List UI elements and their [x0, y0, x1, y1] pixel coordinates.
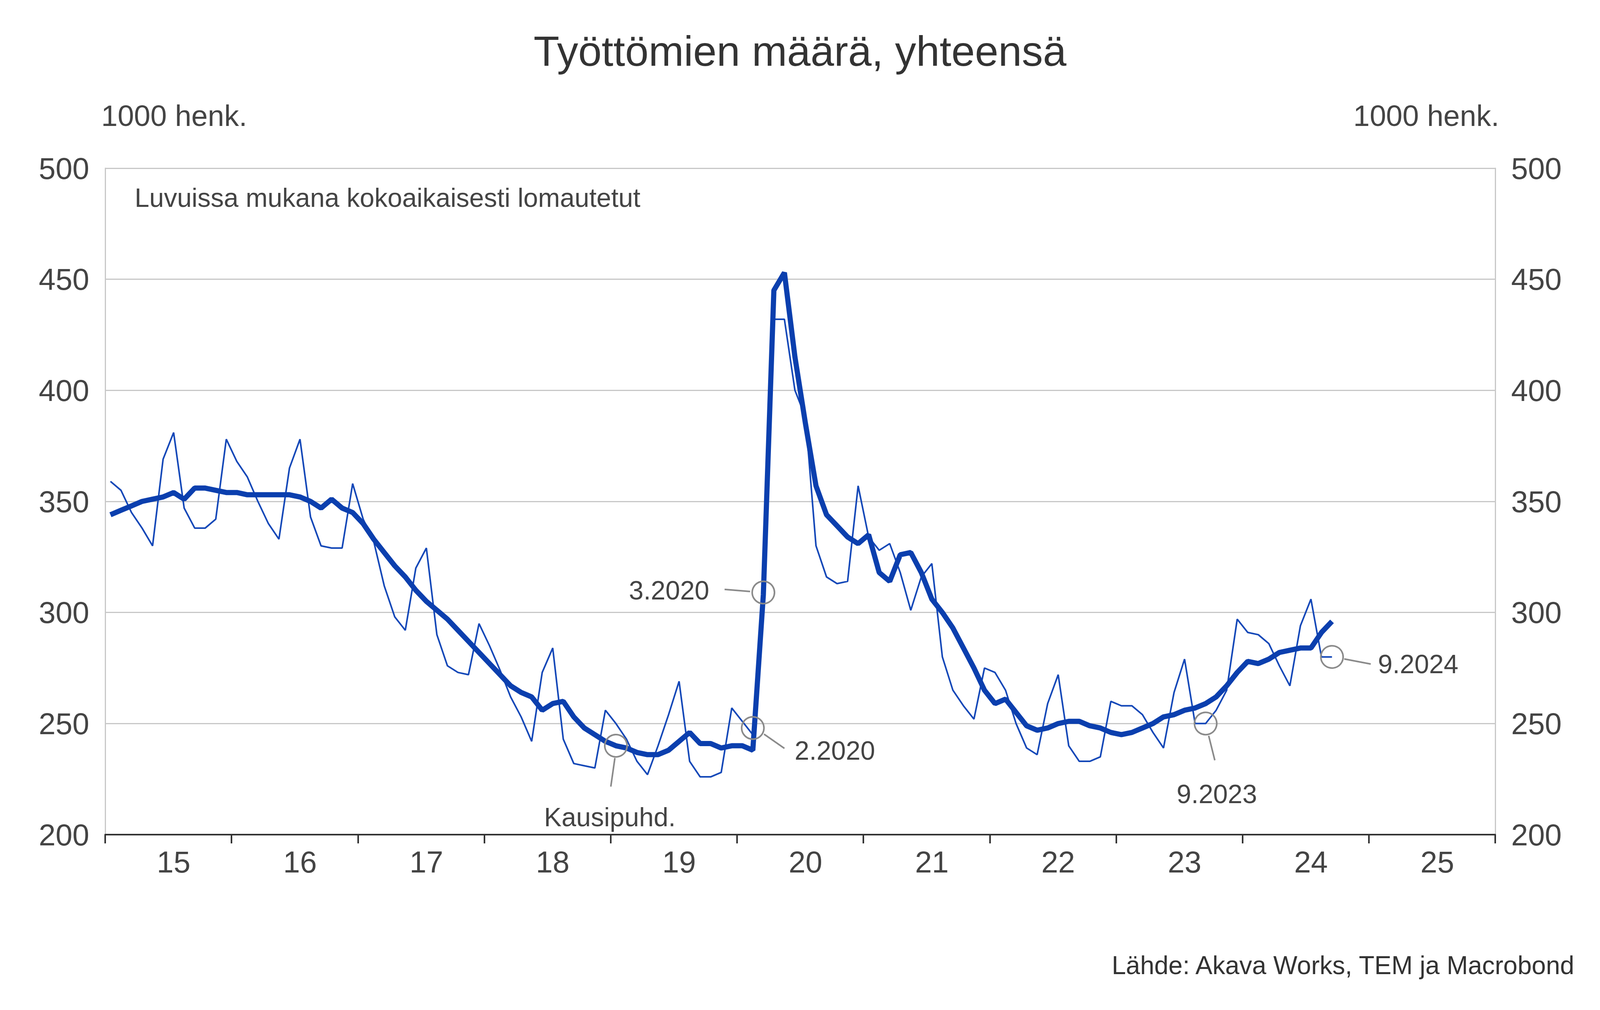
svg-text:Työttömien määrä, yhteensä: Työttömien määrä, yhteensä — [533, 27, 1067, 75]
svg-text:21: 21 — [915, 844, 950, 879]
svg-text:350: 350 — [1511, 484, 1562, 519]
svg-text:450: 450 — [1511, 262, 1562, 297]
svg-text:300: 300 — [38, 595, 90, 630]
svg-text:17: 17 — [409, 844, 444, 879]
svg-text:1000 henk.: 1000 henk. — [1353, 99, 1500, 133]
svg-text:2.2020: 2.2020 — [794, 735, 876, 765]
svg-text:22: 22 — [1041, 844, 1076, 879]
svg-text:250: 250 — [38, 706, 90, 741]
svg-text:9.2024: 9.2024 — [1378, 649, 1459, 679]
svg-text:200: 200 — [1511, 817, 1562, 852]
svg-text:15: 15 — [156, 844, 191, 879]
svg-text:250: 250 — [1511, 706, 1562, 741]
svg-text:200: 200 — [38, 817, 90, 852]
svg-text:1000 henk.: 1000 henk. — [101, 99, 248, 133]
svg-text:9.2023: 9.2023 — [1176, 778, 1257, 809]
svg-text:400: 400 — [1511, 373, 1562, 408]
svg-text:Lähde: Akava Works, TEM ja Mac: Lähde: Akava Works, TEM ja Macrobond — [1111, 950, 1575, 980]
svg-text:500: 500 — [38, 151, 90, 186]
svg-text:Luvuissa mukana kokoaikaisesti: Luvuissa mukana kokoaikaisesti lomautetu… — [134, 182, 641, 213]
svg-text:300: 300 — [1511, 595, 1562, 630]
svg-text:3.2020: 3.2020 — [628, 575, 710, 605]
svg-text:18: 18 — [535, 844, 570, 879]
svg-text:19: 19 — [662, 844, 697, 879]
svg-text:16: 16 — [283, 844, 318, 879]
svg-text:23: 23 — [1167, 844, 1202, 879]
svg-text:350: 350 — [38, 484, 90, 519]
svg-text:24: 24 — [1294, 844, 1328, 879]
svg-text:500: 500 — [1511, 151, 1562, 186]
svg-text:25: 25 — [1420, 844, 1455, 879]
svg-text:450: 450 — [38, 262, 90, 297]
svg-text:Kausipuhd.: Kausipuhd. — [543, 801, 676, 832]
svg-text:400: 400 — [38, 373, 90, 408]
svg-text:20: 20 — [788, 844, 823, 879]
